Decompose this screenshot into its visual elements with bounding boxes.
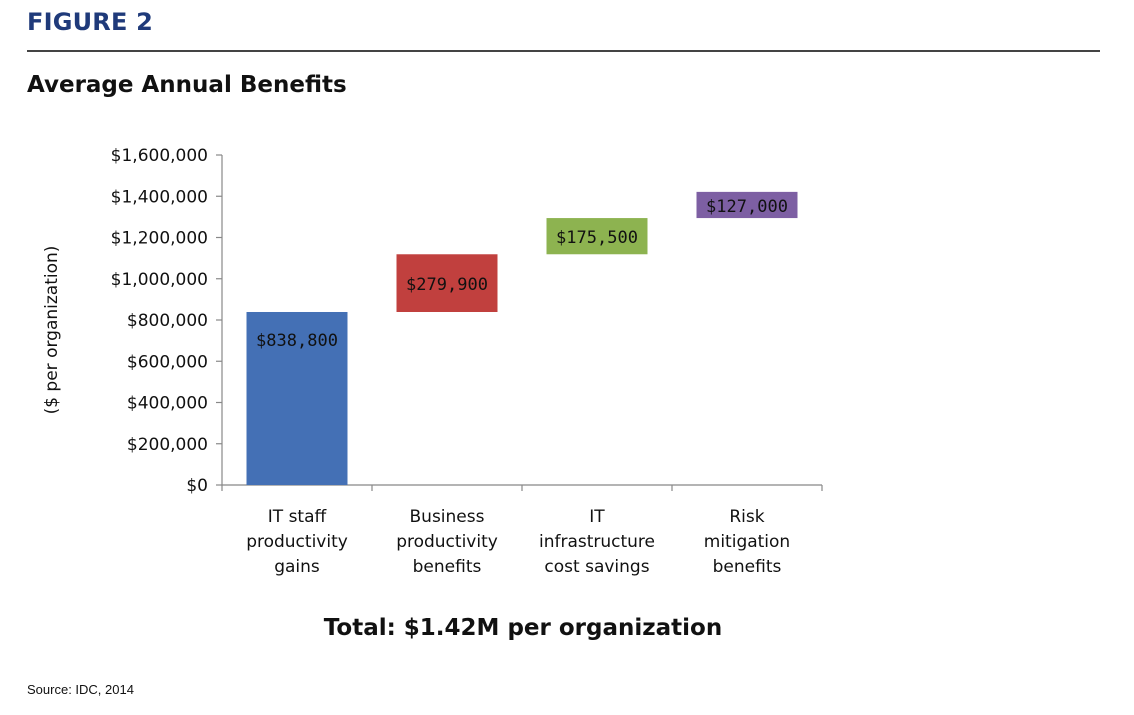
x-category-label-line: Risk [729,507,764,527]
figure-label: FIGURE 2 [27,8,154,36]
data-label-1: $838,800 [256,331,338,351]
source-note: Source: IDC, 2014 [27,682,134,697]
x-category-label-4: Risk mitigation benefits [704,507,790,577]
y-tick-label: $400,000 [127,394,208,414]
bar-3 [546,218,648,255]
y-tick-label: $1,400,000 [111,187,208,207]
total-summary: Total: $1.42M per organization [323,615,723,641]
data-label-2: $279,900 [406,275,488,295]
x-category-label-3: IT infrastructure cost savings [539,507,655,577]
x-category-label-line: benefits [713,557,782,577]
y-tick-label: $800,000 [127,311,208,331]
y-tick-label: $0 [186,476,208,496]
x-category-label-line: mitigation [704,532,790,552]
bar-1 [246,311,348,485]
y-tick-label: $1,200,000 [111,229,208,249]
title-divider [27,50,1100,52]
x-category-label-line: IT [589,507,605,527]
x-category-label-line: IT staff [268,507,328,527]
y-axis-title: ($ per organization) [42,246,62,415]
x-category-label-line: benefits [413,557,482,577]
data-label-4: $127,000 [706,197,788,217]
bar-2 [396,254,498,312]
x-category-label-line: gains [274,557,320,577]
bar-4 [696,191,798,219]
x-category-label-line: productivity [246,532,348,552]
x-category-label-line: infrastructure [539,532,655,552]
x-category-label-1: IT staff productivity gains [246,507,348,577]
y-tick-label: $1,600,000 [111,146,208,166]
y-tick-label: $200,000 [127,435,208,455]
x-category-label-line: cost savings [544,557,649,577]
chart-title: Average Annual Benefits [27,72,347,98]
x-category-label-line: productivity [396,532,498,552]
y-tick-label: $1,000,000 [111,270,208,290]
y-tick-label: $600,000 [127,352,208,372]
data-label-3: $175,500 [556,228,638,248]
x-category-label-2: Business productivity benefits [396,507,498,577]
x-category-label-line: Business [410,507,485,527]
